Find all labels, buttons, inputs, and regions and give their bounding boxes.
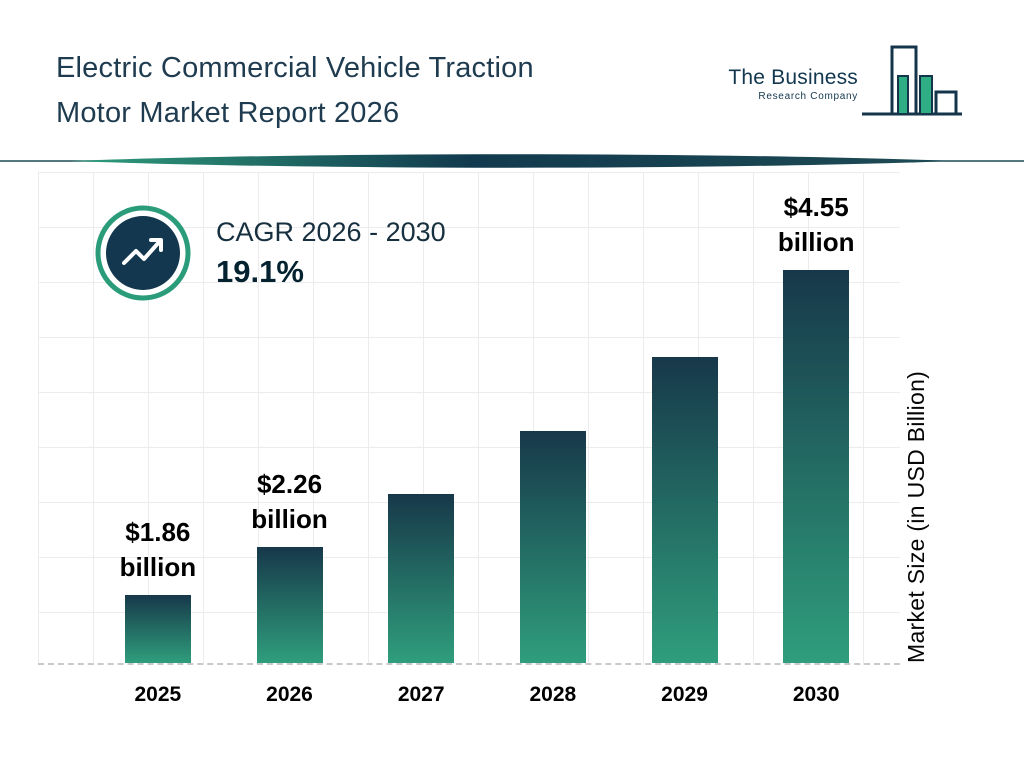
bar-value-label-2026: $2.26 billion [251,469,328,534]
bar-2025 [124,595,191,663]
trend-arrow-icon [95,205,191,301]
bar-column-2029: 2029 [619,190,751,706]
bar-value-label-2025: $1.86 billion [119,517,197,582]
page-title-line1: Electric Commercial Vehicle Traction [56,52,534,84]
bar-2027 [388,494,455,663]
page-title-line2: Motor Market Report 2026 [56,97,400,129]
x-axis-tick-label-2028: 2028 [529,683,577,706]
divider-swoosh [0,150,1024,172]
x-axis-tick-label-2029: 2029 [661,683,708,706]
x-axis-tick-label-2030: 2030 [792,683,840,706]
x-axis-tick-label-2025: 2025 [134,683,182,706]
bar-2030 [783,270,850,663]
bar-column-2025: $1.86 billion 2025 [92,190,224,706]
bar-column-2026: $2.26 billion 2026 [224,190,356,706]
company-logo: The Business Research Company [728,42,966,122]
y-axis-label: Market Size (in USD Billion) [903,370,929,663]
bar-2028 [519,431,586,663]
bar-column-2027: 2027 [355,190,487,706]
cagr-badge: CAGR 2026 - 2030 19.1% [94,204,446,302]
company-logo-text: The Business Research Company [728,66,858,102]
cagr-label: CAGR 2026 - 2030 [216,216,446,247]
bar-2029 [651,357,718,663]
logo-name: The Business [728,66,858,89]
bar-column-2028: 2028 [487,190,619,706]
x-axis-tick-label-2026: 2026 [266,683,313,706]
cagr-text: CAGR 2026 - 2030 19.1% [216,217,446,290]
cagr-value: 19.1% [216,253,304,289]
logo-bar-chart-icon [862,45,962,116]
bar-value-label-2030: $4.55 billion [777,192,855,257]
page-title: Electric Commercial Vehicle Traction Mot… [56,46,534,136]
bar-column-2030: $4.55 billion 2030 [750,190,882,706]
logo-subname: Research Company [758,91,858,102]
x-axis-tick-label-2027: 2027 [397,683,445,706]
bar-2026 [256,547,323,663]
bars-container: $1.86 billion 2025 $2.26 billion 2026 2027 2028… [92,190,882,706]
